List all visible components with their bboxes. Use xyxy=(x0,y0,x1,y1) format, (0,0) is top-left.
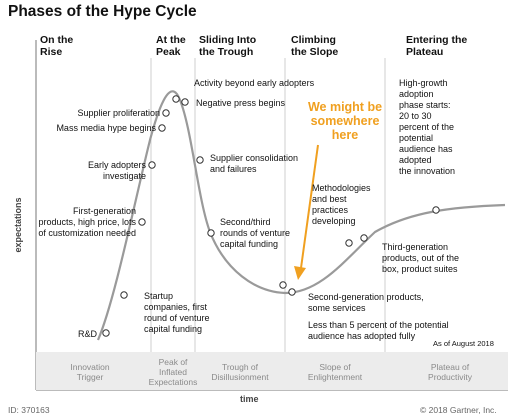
band-plateau: Plateau of Productivity xyxy=(428,362,472,382)
phase-at-the-peak: At the Peak xyxy=(156,34,186,58)
phase-climbing-slope: Climbing the Slope xyxy=(291,34,339,58)
phase-on-the-rise: On the Rise xyxy=(40,34,74,58)
label-rd: R&D xyxy=(78,329,98,339)
label-mass-media: Mass media hype begins xyxy=(56,123,156,133)
callout-arrow-line xyxy=(300,144,319,269)
band-innovation-trigger: Innovation Trigger xyxy=(70,362,110,382)
phase-sliding-into-trough: Sliding Into the Trough xyxy=(199,34,257,58)
footer-copyright: © 2018 Gartner, Inc. xyxy=(420,405,497,415)
band-slope: Slope of Enlightenment xyxy=(307,362,363,382)
label-second-gen: Second-generation products, some service… xyxy=(308,292,424,313)
marker-consolidation xyxy=(196,156,204,164)
marker-less-than-5 xyxy=(279,281,287,289)
as-of-date: As of August 2018 xyxy=(433,339,494,348)
callout-text: We might be somewhere here xyxy=(307,100,383,142)
marker-mass-media xyxy=(158,124,166,132)
label-activity: Activity beyond early adopters xyxy=(194,78,315,88)
marker-negative-press xyxy=(181,98,189,106)
callout-arrow-head xyxy=(294,266,306,280)
marker-rd xyxy=(102,329,110,337)
marker-startup xyxy=(120,291,128,299)
footer-id: ID: 370163 xyxy=(8,405,50,415)
y-axis-label: expectations xyxy=(13,197,23,253)
marker-high-growth xyxy=(432,206,440,214)
label-high-growth: High-growth adoption phase starts: 20 to… xyxy=(399,78,456,176)
label-second-third: Second/third rounds of venture capital f… xyxy=(220,217,291,249)
label-consolidation: Supplier consolidation and failures xyxy=(210,153,299,174)
phase-band xyxy=(36,352,508,390)
marker-second-gen xyxy=(288,288,296,296)
page-title: Phases of the Hype Cycle xyxy=(8,3,197,20)
phase-entering-plateau: Entering the Plateau xyxy=(406,34,468,58)
marker-methodologies xyxy=(345,239,353,247)
label-third-gen: Third-generation products, out of the bo… xyxy=(382,242,460,274)
label-startup: Startup companies, first round of ventur… xyxy=(144,291,210,334)
band-peak-inflated: Peak of Inflated Expectations xyxy=(148,357,198,387)
label-supplier-proliferation: Supplier proliferation xyxy=(77,108,160,118)
marker-first-gen xyxy=(138,218,146,226)
curve-markers xyxy=(102,95,440,337)
hype-curve xyxy=(96,90,506,341)
label-methodologies: Methodologies and best practices develop… xyxy=(312,183,371,226)
marker-third-gen xyxy=(360,234,368,242)
x-axis-label: time xyxy=(240,394,259,404)
marker-activity xyxy=(172,95,180,103)
marker-supplier-prolif xyxy=(162,109,170,117)
band-trough: Trough of Disillusionment xyxy=(211,362,269,382)
label-negative-press: Negative press begins xyxy=(196,98,286,108)
label-first-gen: First-generation products, high price, l… xyxy=(38,206,136,238)
label-early-adopters: Early adopters investigate xyxy=(87,160,146,181)
marker-early-adopters xyxy=(148,161,156,169)
marker-second-third xyxy=(207,229,215,237)
label-less-than-5: Less than 5 percent of the potential aud… xyxy=(308,320,449,341)
